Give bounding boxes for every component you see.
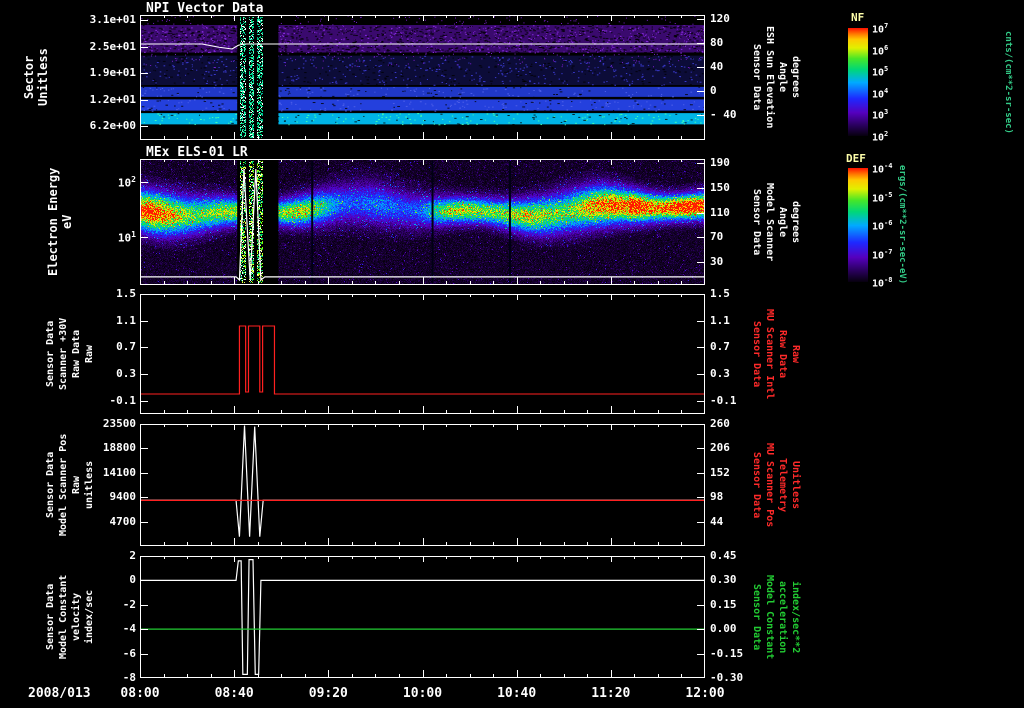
panel-npi-ytick-right: 80 bbox=[710, 35, 724, 49]
panel-scanner-30v-ytick-left: 0.7 bbox=[116, 340, 136, 354]
colorbar-def-tick: 10-7 bbox=[872, 247, 893, 261]
panel-els-right-axis-label: Sensor Data Model Scanner Angle degrees bbox=[751, 182, 801, 262]
colorbar-def-tick: 10-5 bbox=[872, 190, 893, 204]
colorbar-nf-tick: 104 bbox=[872, 86, 889, 101]
panel-scanner-pos-ytick-right: 260 bbox=[710, 417, 730, 430]
panel-scanner-pos-ytick-right: 98 bbox=[710, 490, 724, 504]
panel-npi-ytick-right: 40 bbox=[710, 59, 724, 73]
panel-model-constant-ytick-right: 0.30 bbox=[710, 573, 737, 587]
panel-model-constant-ytick-left: -6 bbox=[122, 646, 136, 660]
panel-scanner-pos-ytick-right: 152 bbox=[710, 465, 730, 479]
panel-npi-ytick-left: 2.5e+01 bbox=[89, 39, 136, 53]
colorbar-def-tick: 10-8 bbox=[872, 276, 893, 290]
panel-els-ytick-left: 101 bbox=[117, 230, 136, 245]
panel-scanner-30v-ytick-right: 1.1 bbox=[710, 313, 730, 327]
colorbar-nf-tick: 102 bbox=[872, 130, 889, 144]
panel-npi-right-axis-label: Sensor Data ESH Sun Elevation Angle degr… bbox=[751, 26, 801, 129]
panel-scanner-30v-canvas bbox=[140, 294, 705, 414]
panel-model-constant-ytick-right: 0.15 bbox=[710, 597, 737, 611]
panel-npi-ytick-left: 3.1e+01 bbox=[89, 13, 136, 26]
x-tick-label: 09:20 bbox=[308, 686, 348, 701]
colorbar-def-gradient bbox=[848, 168, 868, 282]
panel-scanner-pos-left-axis-label: Sensor Data Model Scanner Pos Raw unitle… bbox=[45, 433, 95, 537]
x-tick-label: 12:00 bbox=[685, 686, 725, 701]
colorbar-nf-tick: 103 bbox=[872, 108, 889, 122]
panel-els-ytick-right: 30 bbox=[710, 255, 724, 269]
panel-els-ytick-right: 70 bbox=[710, 230, 724, 244]
panel-scanner-30v-ytick-left: 1.5 bbox=[116, 287, 136, 300]
x-axis-date: 2008/013 bbox=[28, 686, 91, 701]
panel-npi-ytick-right: 120 bbox=[710, 11, 730, 25]
panel-model-constant-left-axis-label: Sensor Data Model Constant velocity inde… bbox=[45, 574, 95, 660]
colorbar-nf-title: NF bbox=[851, 11, 865, 24]
panel-scanner-30v-ytick-right: 0.7 bbox=[710, 340, 730, 354]
panel-scanner-30v-right-axis-label: Sensor Data MU Scanner Intl Raw Data Raw bbox=[751, 308, 801, 400]
panel-scanner-pos-ytick-left: 23500 bbox=[102, 417, 136, 430]
colorbar-nf-tick: 106 bbox=[872, 43, 889, 57]
panel-model-constant-ytick-right: -0.15 bbox=[710, 646, 744, 660]
panel-scanner-pos-ytick-right: 44 bbox=[710, 514, 724, 528]
panel-els-canvas bbox=[140, 159, 705, 285]
panel-scanner-30v-ytick-right: 0.3 bbox=[710, 367, 730, 380]
colorbar-def-tick: 10-4 bbox=[872, 162, 893, 176]
panel-scanner-pos-ytick-left: 9400 bbox=[109, 490, 137, 504]
panel-els-ytick-right: 110 bbox=[710, 205, 730, 219]
panel-npi-ytick-left: 6.2e+00 bbox=[89, 119, 136, 133]
panel-npi-title: NPI Vector Data bbox=[146, 1, 264, 16]
panel-scanner-30v-ytick-right: -0.1 bbox=[710, 393, 737, 407]
panel-els-ytick-left: 102 bbox=[117, 174, 136, 190]
x-tick-label: 11:20 bbox=[591, 686, 631, 701]
panel-els-left-axis-label: Electron Energy eV bbox=[46, 167, 74, 277]
panel-scanner-30v-ytick-left: 1.1 bbox=[116, 313, 136, 327]
panel-model-constant-right-axis-label: Sensor Data Model Constant acceleration … bbox=[751, 574, 801, 660]
panel-model-constant-ytick-right: -0.30 bbox=[710, 671, 744, 684]
colorbar-def-tick: 10-6 bbox=[872, 219, 893, 233]
x-tick-label: 08:40 bbox=[214, 686, 254, 701]
x-tick-label: 10:40 bbox=[497, 686, 537, 701]
panel-els-ytick-right: 190 bbox=[710, 155, 730, 169]
panel-scanner-30v-ytick-left: 0.3 bbox=[116, 367, 136, 380]
panel-npi-left-axis-label: Sector Unitless bbox=[22, 48, 50, 107]
panel-scanner-pos-ytick-left: 4700 bbox=[109, 514, 137, 528]
panel-npi-ytick-left: 1.9e+01 bbox=[89, 66, 136, 80]
colorbar-nf-unit: cnts/(cm**2-sr-sec) bbox=[1002, 30, 1013, 134]
colorbar-nf-gradient bbox=[848, 28, 868, 136]
colorbar-nf-tick: 105 bbox=[872, 65, 889, 79]
panel-model-constant-ytick-right: 0.00 bbox=[710, 622, 737, 636]
panel-els-ytick-right: 150 bbox=[710, 180, 730, 194]
panel-model-constant-ytick-left: 0 bbox=[129, 573, 136, 587]
panel-scanner-30v-ytick-right: 1.5 bbox=[710, 287, 730, 300]
panel-model-constant-ytick-left: -2 bbox=[122, 597, 136, 611]
panel-scanner-30v-left-axis-label: Sensor Data Scanner +30V Raw Data Raw bbox=[45, 317, 95, 391]
panel-npi-ytick-right: 0 bbox=[710, 83, 717, 97]
panel-model-constant-ytick-left: 2 bbox=[129, 549, 136, 562]
panel-model-constant-ytick-left: -8 bbox=[122, 671, 136, 684]
panel-scanner-pos-ytick-left: 14100 bbox=[102, 465, 136, 479]
panel-scanner-pos-right-axis-label: Sensor Data MU Scanner Pos Telemetry Uni… bbox=[751, 442, 801, 528]
panel-model-constant-ytick-left: -4 bbox=[122, 622, 136, 636]
panel-model-constant-canvas bbox=[140, 556, 705, 678]
colorbar-nf-tick: 107 bbox=[872, 22, 889, 36]
panel-npi-ytick-right: - 40 bbox=[710, 108, 737, 121]
panel-els-title: MEx ELS-01 LR bbox=[146, 145, 248, 160]
panel-scanner-30v-ytick-left: -0.1 bbox=[109, 393, 137, 407]
panel-npi-ytick-left: 1.2e+01 bbox=[89, 92, 136, 106]
x-tick-label: 10:00 bbox=[402, 686, 443, 701]
panel-npi-canvas bbox=[140, 15, 705, 140]
x-tick-label: 08:00 bbox=[120, 686, 160, 701]
panel-scanner-pos-canvas bbox=[140, 424, 705, 546]
panel-scanner-pos-ytick-right: 206 bbox=[710, 441, 730, 455]
panel-model-constant-ytick-right: 0.45 bbox=[710, 549, 737, 562]
colorbar-def-unit: ergs/(cm**2-sr-sec-eV) bbox=[896, 165, 907, 285]
panel-scanner-pos-ytick-left: 18800 bbox=[102, 441, 136, 455]
colorbar-def-title: DEF bbox=[846, 152, 866, 165]
